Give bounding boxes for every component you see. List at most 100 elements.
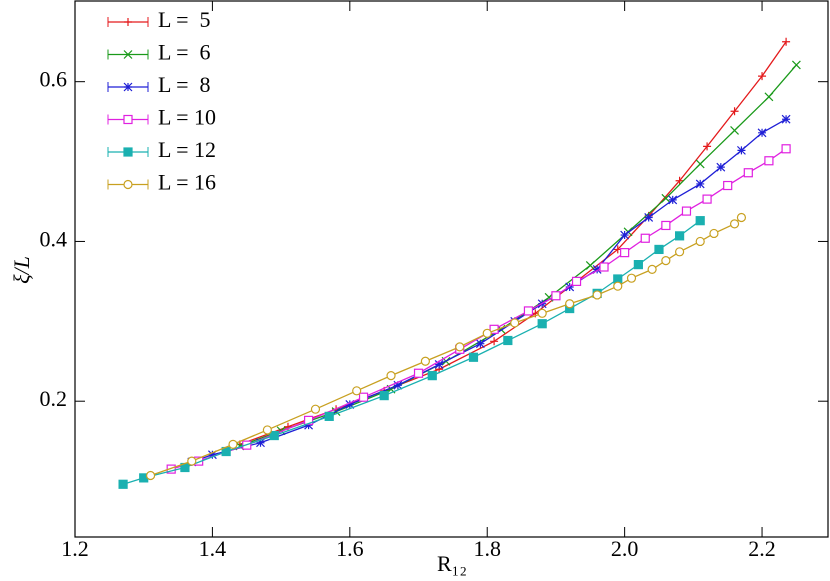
marker (781, 144, 791, 154)
marker (781, 114, 791, 124)
marker (551, 291, 561, 301)
marker (523, 306, 534, 316)
marker (585, 260, 595, 270)
legend-marker (123, 147, 133, 157)
marker (571, 276, 582, 286)
marker (695, 236, 705, 247)
marker (413, 368, 424, 378)
series (187, 114, 791, 467)
marker (695, 216, 705, 226)
legend-label: L = 8 (158, 72, 211, 97)
marker (613, 281, 623, 291)
marker (782, 37, 791, 46)
marker (262, 425, 272, 435)
series (118, 216, 705, 489)
legend-label: L = 16 (158, 170, 216, 195)
marker (455, 342, 465, 352)
marker (427, 371, 437, 381)
marker (633, 260, 643, 270)
marker (256, 438, 265, 448)
marker (703, 142, 712, 151)
marker (736, 212, 747, 223)
plot-frame (74, 0, 829, 538)
x-tick-label: 1.2 (61, 536, 89, 561)
legend-marker (124, 18, 132, 26)
marker (303, 415, 314, 425)
legend-marker (123, 114, 133, 125)
x-tick-label: 2.2 (748, 536, 776, 561)
marker (345, 399, 355, 409)
marker (764, 92, 774, 102)
marker (654, 244, 664, 255)
marker (695, 179, 705, 189)
marker (187, 456, 197, 466)
marker (674, 231, 685, 241)
y-tick-label: 0.2 (40, 386, 68, 411)
marker (420, 356, 430, 366)
marker (592, 264, 602, 274)
marker (324, 411, 334, 421)
y-axis-label: ξ/L (9, 256, 34, 284)
marker (737, 145, 746, 155)
marker (716, 162, 726, 172)
marker (482, 328, 492, 338)
marker (620, 230, 630, 240)
marker (207, 450, 217, 460)
marker (695, 159, 705, 169)
marker (730, 125, 739, 135)
marker (675, 176, 684, 185)
marker (758, 72, 767, 81)
series (235, 60, 801, 451)
marker (647, 264, 657, 274)
marker (468, 352, 479, 362)
series-line (239, 64, 797, 447)
marker (475, 339, 485, 349)
marker (145, 470, 156, 481)
marker (668, 195, 678, 205)
legend-label: L = 5 (158, 7, 211, 32)
series-line (150, 217, 742, 477)
x-tick-label: 1.8 (473, 536, 501, 561)
y-tick-label: 0.6 (40, 67, 68, 92)
series (235, 37, 791, 449)
marker (490, 337, 499, 346)
x-tick-label: 1.6 (336, 536, 364, 561)
marker (723, 180, 733, 191)
marker (510, 318, 520, 328)
marker (228, 439, 238, 449)
x-tick-label: 1.4 (199, 536, 227, 561)
marker (644, 213, 654, 222)
marker (661, 220, 671, 231)
marker (729, 219, 740, 229)
marker (352, 386, 362, 396)
marker (640, 233, 650, 243)
legend-label: L = 10 (158, 105, 216, 130)
marker (661, 193, 671, 203)
marker (661, 256, 671, 266)
marker (730, 107, 739, 116)
marker (709, 228, 719, 239)
series (145, 212, 747, 481)
marker (565, 282, 575, 292)
marker (118, 479, 128, 489)
marker (743, 168, 753, 178)
marker (537, 308, 547, 318)
marker (764, 156, 774, 166)
marker (393, 380, 403, 390)
marker (386, 371, 396, 381)
marker (626, 273, 637, 283)
marker (791, 60, 801, 70)
marker (702, 194, 712, 204)
marker (757, 128, 767, 138)
marker (537, 319, 547, 329)
marker (379, 391, 389, 401)
marker (565, 299, 575, 309)
legend-marker (123, 179, 133, 190)
marker (269, 430, 279, 441)
marker (592, 290, 602, 300)
legend-label: L = 12 (158, 137, 216, 162)
marker (599, 262, 609, 272)
marker (681, 206, 692, 216)
x-axis-label: R₁₂ (437, 551, 467, 576)
